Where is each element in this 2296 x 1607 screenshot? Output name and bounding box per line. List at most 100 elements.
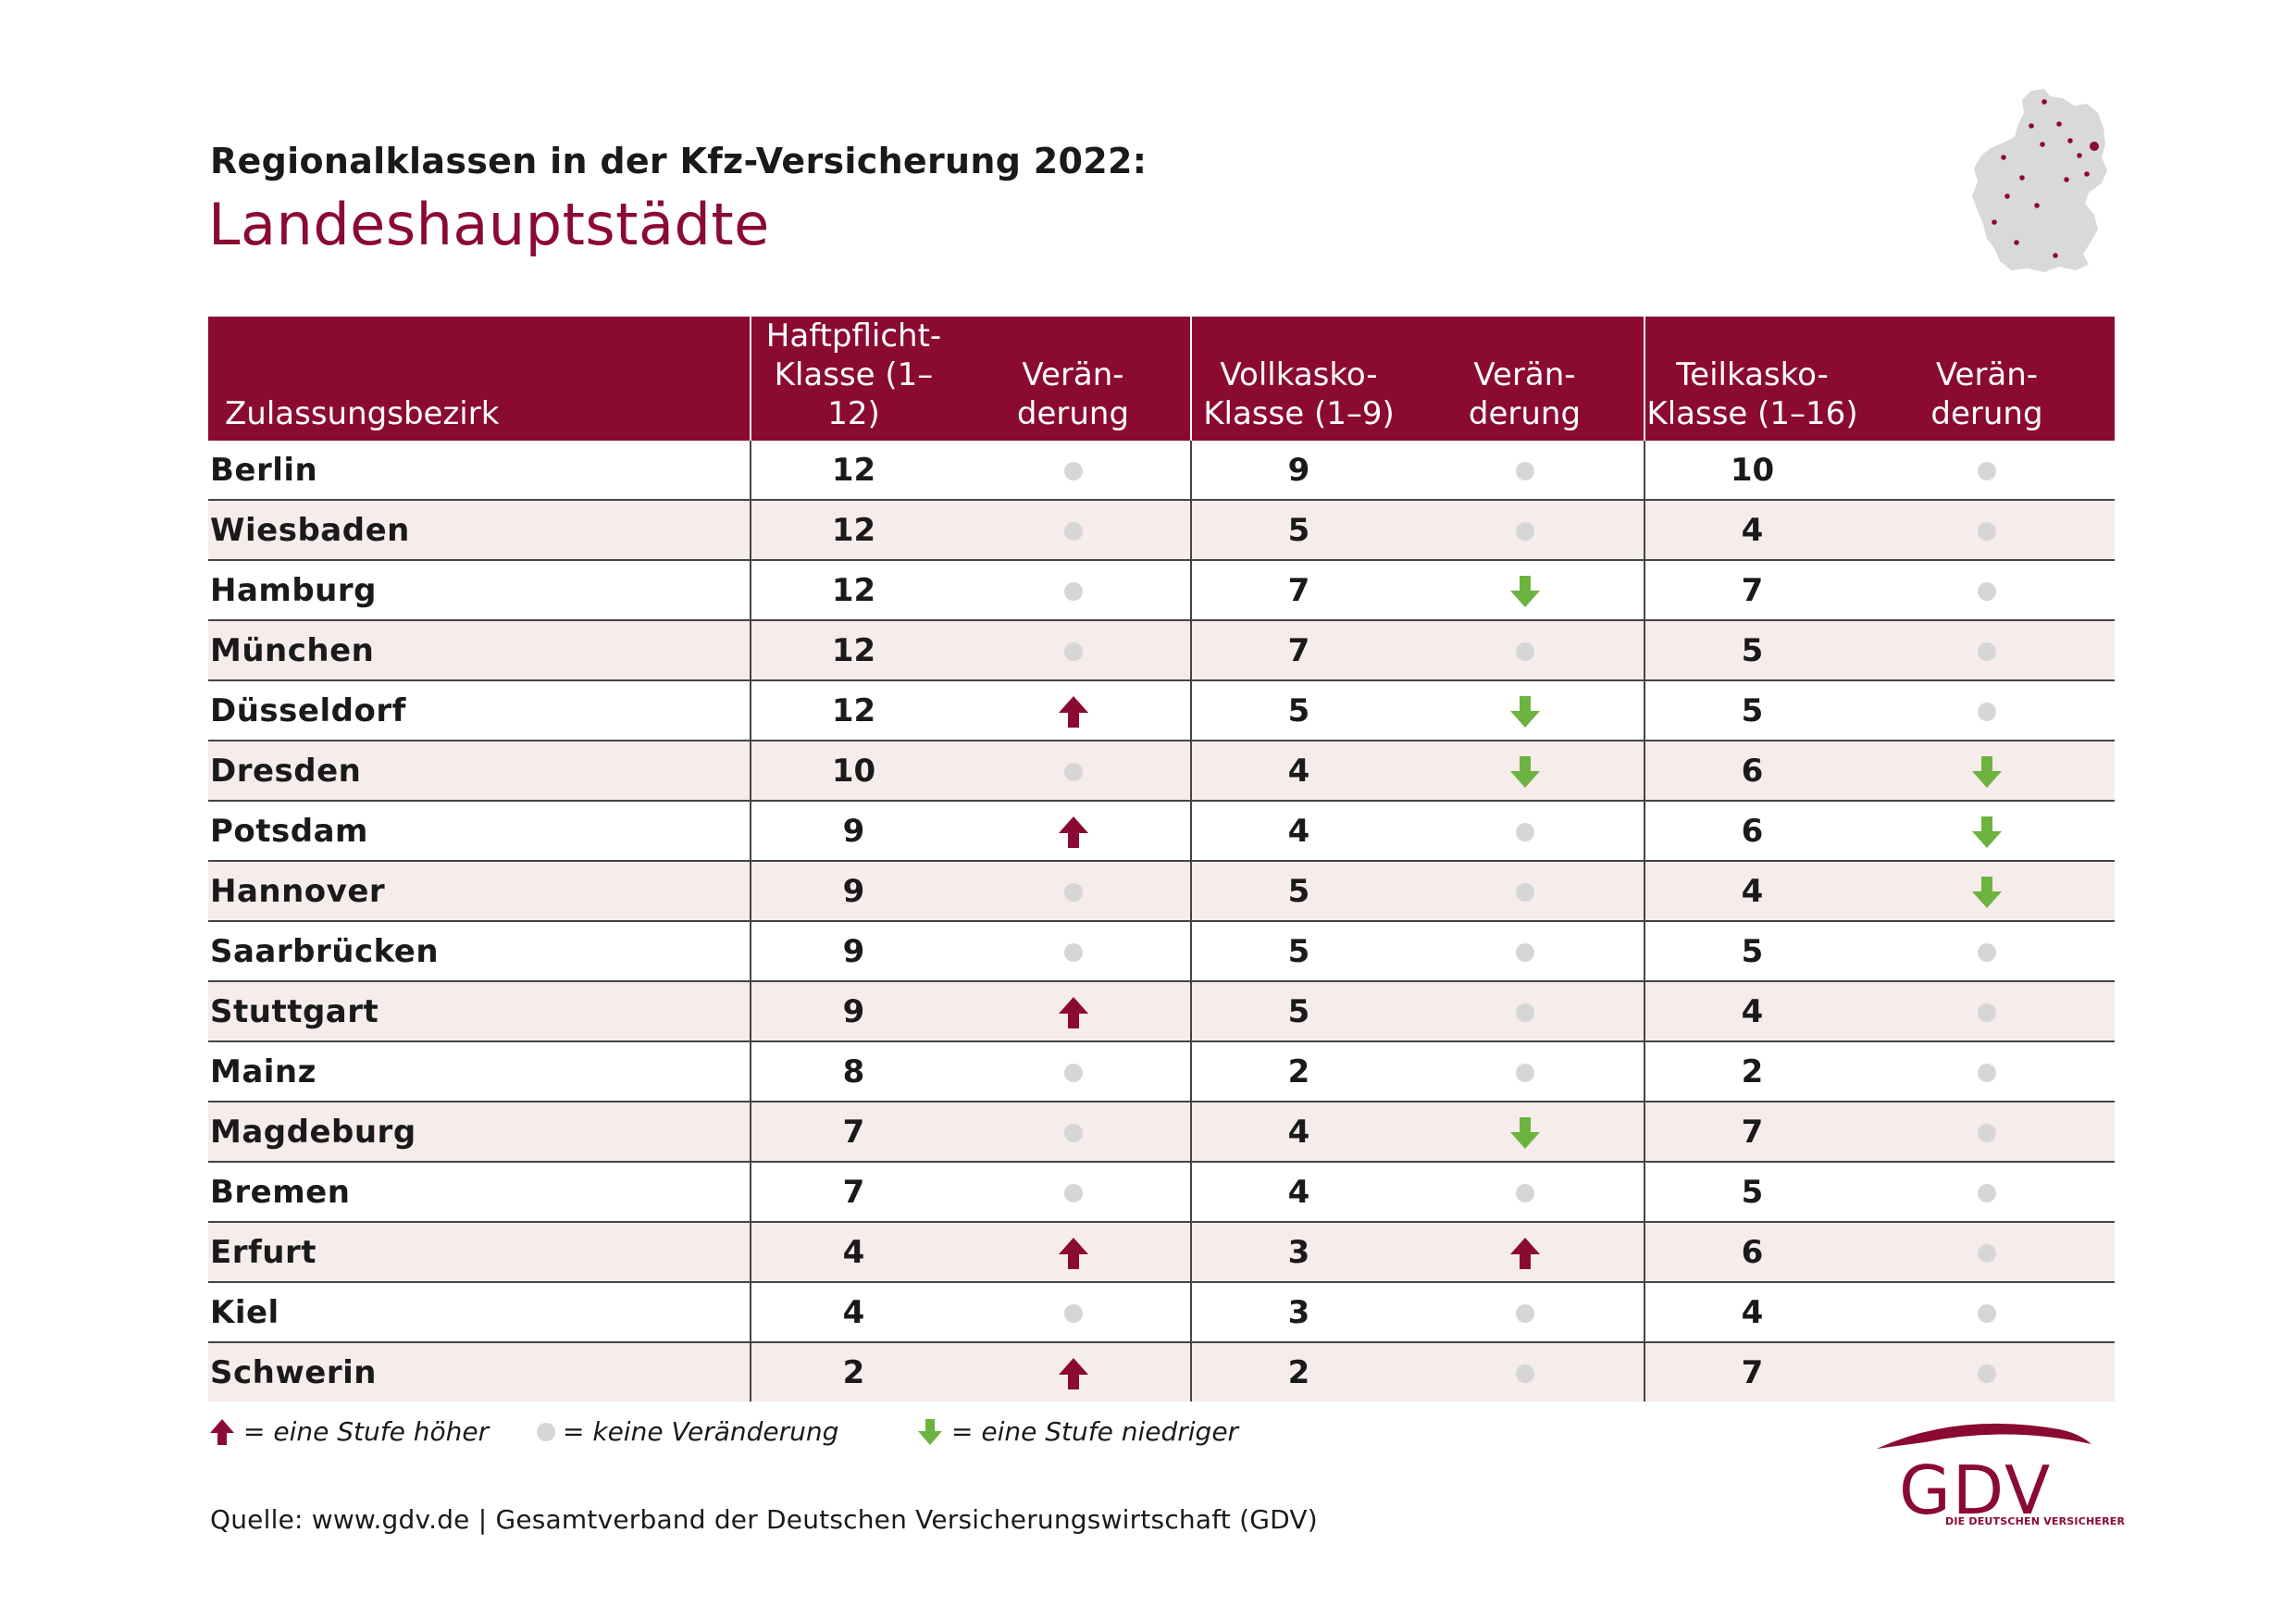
- cell-vollkasko: 7: [1190, 619, 1406, 680]
- dot-icon: [1978, 703, 1996, 721]
- cell-change-haftpflicht: [956, 1161, 1191, 1222]
- cell-vollkasko: 5: [1190, 980, 1406, 1041]
- table-header-row: Zulassungsbezirk Haftpflicht- Klasse (1–1…: [208, 317, 2115, 441]
- cell-change-haftpflicht: [956, 1281, 1191, 1342]
- cell-teilkasko: 6: [1644, 1221, 1859, 1282]
- legend-up-label: = eine Stufe höher: [243, 1416, 490, 1447]
- germany-map-icon: [1972, 89, 2107, 272]
- dot-icon: [1978, 1064, 1996, 1082]
- cell-vollkasko: 5: [1190, 920, 1406, 981]
- cell-teilkasko: 5: [1644, 1161, 1859, 1222]
- cell-change-vollkasko: [1406, 1341, 1644, 1401]
- legend-down: = eine Stufe niedriger: [916, 1416, 1238, 1447]
- dot-icon: [1063, 642, 1083, 661]
- header-vollkasko: Vollkasko- Klasse (1–9): [1190, 317, 1406, 441]
- cell-haftpflicht: 9: [750, 860, 956, 921]
- dot-icon: [1063, 1064, 1083, 1082]
- cell-change-teilkasko: [1859, 619, 2115, 680]
- cell-haftpflicht: 10: [750, 740, 956, 801]
- dot-icon: [1515, 823, 1534, 841]
- dot-icon: [1515, 883, 1534, 902]
- header-teilkasko: Teilkasko- Klasse (1–16): [1644, 317, 1859, 441]
- legend-up: = eine Stufe höher: [208, 1416, 489, 1447]
- cell-city: Bremen: [208, 1161, 751, 1222]
- arrow-up-icon: [1509, 1237, 1540, 1269]
- cell-change-vollkasko: [1406, 619, 1644, 680]
- cell-vollkasko: 2: [1190, 1341, 1406, 1401]
- header-change-haftpflicht: Verän-derung: [956, 317, 1191, 441]
- table-row: Hamburg 12 7 7: [208, 559, 2115, 620]
- cell-city: Kiel: [208, 1281, 751, 1342]
- arrow-down-icon: [1972, 876, 2002, 908]
- cell-change-haftpflicht: [956, 1040, 1191, 1102]
- dot-icon: [1978, 1304, 1996, 1323]
- table-row: Mainz 8 2 2: [208, 1040, 2115, 1102]
- cell-change-vollkasko: [1406, 441, 1644, 500]
- cell-change-teilkasko: [1859, 1341, 2115, 1401]
- cell-change-vollkasko: [1406, 860, 1644, 921]
- cell-vollkasko: 4: [1190, 800, 1406, 861]
- legend-down-label: = eine Stufe niedriger: [951, 1416, 1239, 1447]
- cell-teilkasko: 6: [1644, 800, 1859, 861]
- cell-city: Berlin: [210, 451, 318, 489]
- dot-icon: [1515, 522, 1534, 541]
- cell-teilkasko: 5: [1644, 679, 1859, 741]
- cell-haftpflicht: 4: [750, 1281, 956, 1342]
- cell-change-teilkasko: [1859, 559, 2115, 620]
- gdv-logo-tagline: DIE DEUTSCHEN VERSICHERER: [1945, 1515, 2126, 1527]
- dot-icon: [1063, 1304, 1083, 1323]
- dot-icon: [1063, 582, 1083, 601]
- cell-vollkasko: 7: [1190, 559, 1406, 620]
- header-change-vollkasko: Verän-derung: [1406, 317, 1644, 441]
- arrow-up-icon: [1058, 996, 1088, 1028]
- cell-teilkasko: 2: [1644, 1040, 1859, 1102]
- cell-teilkasko: 4: [1644, 499, 1859, 560]
- cell-change-haftpflicht: [956, 740, 1191, 801]
- cell-haftpflicht: 9: [750, 980, 956, 1041]
- dot-icon: [1515, 1064, 1534, 1082]
- legend-none-label: = keine Veränderung: [563, 1416, 839, 1447]
- cell-vollkasko: 5: [1190, 860, 1406, 921]
- dot-icon: [1063, 1184, 1083, 1202]
- cell-change-haftpflicht: [956, 920, 1191, 981]
- cell-change-vollkasko: [1406, 559, 1644, 620]
- cell-change-vollkasko: [1406, 740, 1644, 801]
- dot-icon: [1978, 582, 1996, 601]
- cell-haftpflicht: 12: [750, 559, 956, 620]
- cell-city: Wiesbaden: [208, 499, 751, 560]
- arrow-up-icon: [1058, 695, 1088, 728]
- cell-change-haftpflicht: [956, 1221, 1191, 1282]
- arrow-down-icon: [918, 1418, 942, 1445]
- cell-vollkasko: 4: [1190, 1101, 1406, 1162]
- arrow-down-icon: [1509, 755, 1540, 788]
- cell-change-teilkasko: [1859, 679, 2115, 741]
- dot-icon: [1978, 522, 1996, 541]
- cell-teilkasko: 4: [1644, 860, 1859, 921]
- table-row: Saarbrücken 9 5 5: [208, 920, 2115, 981]
- cell-change-vollkasko: [1406, 800, 1644, 861]
- cell-change-haftpflicht: [956, 1341, 1191, 1401]
- table-row: Berlin 12 9 10: [208, 441, 2115, 500]
- cell-haftpflicht: 4: [750, 1221, 956, 1282]
- cell-city: Hannover: [208, 860, 751, 921]
- table-row: Stuttgart 9 5 4: [208, 980, 2115, 1041]
- table-row: Erfurt 4 3 6: [208, 1221, 2115, 1282]
- cell-change-haftpflicht: [956, 800, 1191, 861]
- dot-icon: [1978, 1244, 1996, 1263]
- cell-haftpflicht: 9: [750, 800, 956, 861]
- source-note: Quelle: www.gdv.de | Gesamtverband der D…: [210, 1504, 1318, 1535]
- cell-city: Stuttgart: [208, 980, 751, 1041]
- cell-change-teilkasko: [1859, 1101, 2115, 1162]
- page-title: Regionalklassen in der Kfz-Versicherung …: [210, 141, 1148, 181]
- cell-change-vollkasko: [1406, 1221, 1644, 1282]
- dot-icon: [1978, 462, 1996, 480]
- cell-change-haftpflicht: [956, 619, 1191, 680]
- cell-change-vollkasko: [1406, 679, 1644, 741]
- cell-vollkasko: 9: [1190, 441, 1406, 500]
- cell-vollkasko: 4: [1190, 1161, 1406, 1222]
- cell-haftpflicht: 7: [750, 1161, 956, 1222]
- dot-icon: [1063, 943, 1083, 962]
- cell-change-teilkasko: [1859, 1281, 2115, 1342]
- cell-change-vollkasko: [1406, 1101, 1644, 1162]
- dot-icon: [1063, 763, 1083, 781]
